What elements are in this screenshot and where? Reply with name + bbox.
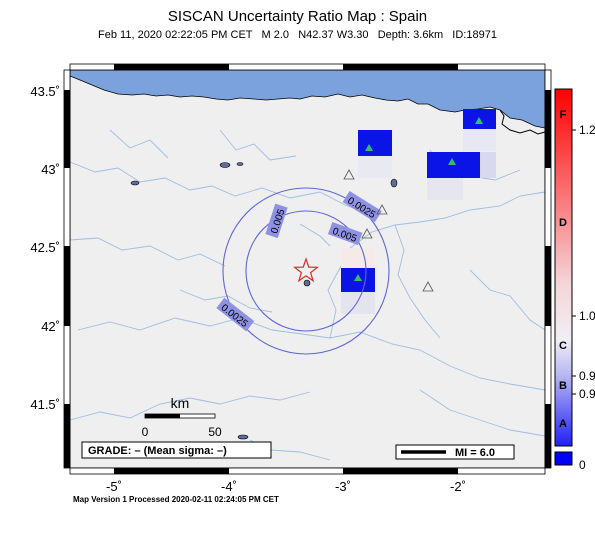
colorbar-value: 0 — [579, 458, 586, 472]
lon-label: -4˚ — [221, 479, 237, 494]
mi-text: MI = 6.0 — [455, 447, 495, 459]
longitude-labels: -5˚ -4˚ -3˚ -2˚ — [106, 479, 466, 494]
epicenter-star-icon — [292, 257, 320, 283]
uncertainty-contours — [222, 187, 390, 355]
grade-label-a: A — [559, 418, 567, 430]
colorbar-value: 0.9 — [579, 369, 595, 383]
colorbar-gradient — [554, 88, 573, 447]
latitude-labels: 43.5˚ 43˚ 42.5˚ 42˚ 41.5˚ — [30, 84, 60, 412]
station-triangle-icon — [354, 274, 362, 281]
grade-label-d: D — [559, 217, 567, 229]
lat-label: 43˚ — [41, 162, 60, 177]
station-triangle-icon — [365, 144, 373, 151]
grade-label-f: F — [560, 109, 567, 121]
colorbar: F D C B A 1.2 1.0 0.9 0.9 0 — [554, 88, 595, 472]
stations — [343, 117, 483, 292]
station-triangle-icon — [475, 117, 483, 124]
event-id: ID:18971 — [452, 29, 497, 41]
station-triangle-icon — [376, 204, 388, 215]
frame-ticks — [63, 63, 552, 475]
event-date: Feb 11, 2020 02:22:05 PM CET — [98, 29, 253, 41]
scale-min: 0 — [142, 425, 149, 439]
scale-title: km — [171, 395, 190, 411]
contour-outer — [222, 187, 390, 355]
mi-box: MI = 6.0 — [395, 444, 515, 460]
colorbar-bottom-swatch — [554, 451, 573, 466]
station-cells — [341, 109, 496, 314]
reservoirs — [130, 162, 398, 440]
grade-label-c: C — [559, 340, 567, 352]
scale-max: 50 — [208, 425, 222, 439]
lat-label: 42.5˚ — [30, 240, 60, 255]
event-depth: Depth: 3.6km — [377, 29, 444, 41]
lon-label: -2˚ — [450, 479, 466, 494]
lat-label: 43.5˚ — [30, 84, 60, 99]
processing-footer: Map Version 1 Processed 2020-02-11 02:24… — [73, 495, 279, 504]
lon-label: -3˚ — [335, 479, 351, 494]
map-panel: 0.0025 0.005 0.005 0.0025 — [30, 63, 552, 494]
lat-label: 41.5˚ — [30, 397, 60, 412]
border-line — [499, 109, 546, 135]
grade-text: GRADE: – (Mean sigma: –) — [88, 445, 227, 457]
grade-box: GRADE: – (Mean sigma: –) — [81, 441, 272, 459]
sea-area — [69, 69, 546, 129]
station-triangle-icon — [343, 169, 355, 180]
event-info: Feb 11, 2020 02:22:05 PM CET M 2.0 N42.3… — [0, 29, 595, 41]
colorbar-value: 1.0 — [579, 309, 595, 323]
contour-inner — [245, 210, 367, 332]
colorbar-value: 1.2 — [579, 123, 595, 137]
station-triangle-icon — [422, 281, 434, 292]
lon-label: -5˚ — [106, 479, 122, 494]
event-magnitude: M 2.0 — [261, 29, 290, 41]
event-location: N42.37 W3.30 — [298, 29, 369, 41]
lat-label: 42˚ — [41, 319, 60, 334]
station-triangle-icon — [448, 158, 456, 165]
map-title: SISCAN Uncertainty Ratio Map : Spain — [167, 8, 428, 25]
grade-label-b: B — [559, 380, 567, 392]
scale-bar: km 0 50 — [142, 395, 222, 439]
station-triangle-icon — [361, 228, 373, 239]
colorbar-value: 0.9 — [579, 387, 595, 401]
